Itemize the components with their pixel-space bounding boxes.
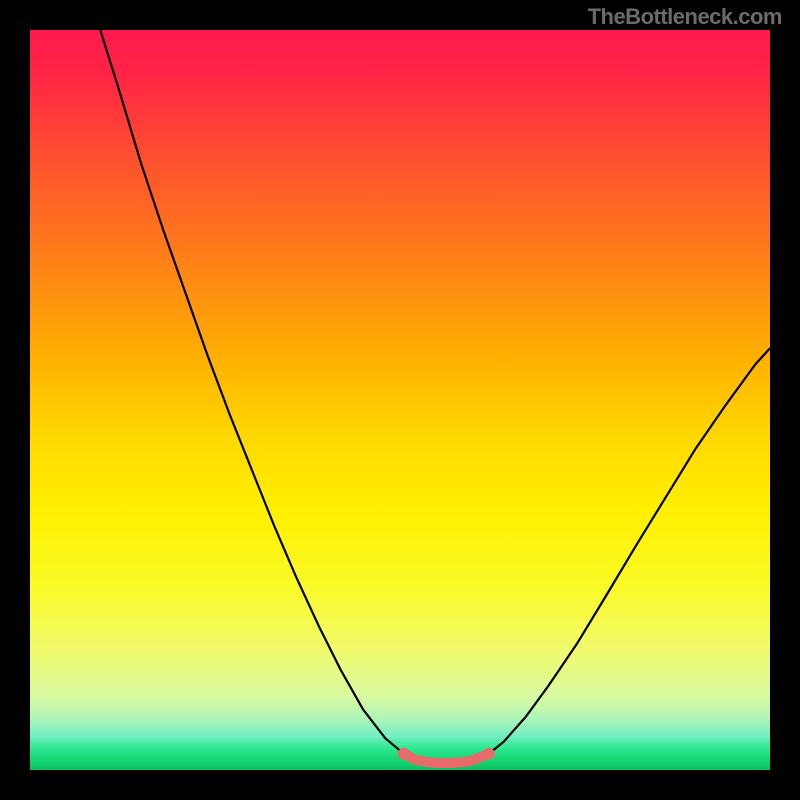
- plot-frame: [30, 30, 770, 770]
- watermark-text: TheBottleneck.com: [588, 4, 782, 30]
- plot-background-gradient: [30, 30, 770, 770]
